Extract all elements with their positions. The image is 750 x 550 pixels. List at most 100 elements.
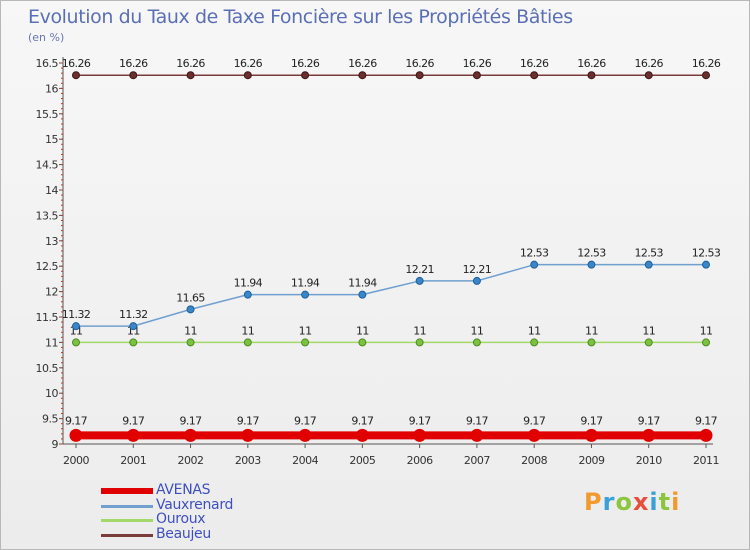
data-point-beaujeu [186,71,195,80]
data-label-avenas: 9.17 [351,414,374,427]
logo-letter: i [649,488,659,516]
data-point-beaujeu [358,71,367,80]
y-tick-label: 15.5 [36,108,59,121]
data-label-beaujeu: 16.26 [348,57,377,70]
data-label-vauxrenard: 12.53 [577,247,606,260]
data-label-ouroux: 11 [528,324,541,337]
proxiti-logo: Proxiti [584,488,680,516]
data-point-vauxrenard [587,260,596,269]
data-point-ouroux [129,338,138,347]
logo-letter: x [632,488,650,516]
data-point-beaujeu [72,71,80,80]
legend: AVENAS Vauxrenard Ouroux Beaujeu [101,482,321,544]
data-label-ouroux: 11 [471,324,484,337]
y-tick-label: 11.5 [36,311,59,324]
legend-item-beaujeu: Beaujeu [101,525,321,544]
data-point-ouroux [472,338,481,347]
legend-swatch-ouroux [101,519,153,522]
data-label-avenas: 9.17 [409,414,432,427]
data-label-avenas: 9.17 [65,414,88,427]
y-tick-label: 16.5 [36,57,59,70]
x-tick-label: 2009 [578,454,604,467]
data-point-vauxrenard [186,305,195,314]
data-label-vauxrenard: 11.94 [291,277,320,290]
data-point-vauxrenard [530,260,539,269]
x-tick-label: 2010 [636,454,662,467]
data-point-ouroux [587,338,596,347]
data-label-vauxrenard: 11.94 [234,277,263,290]
data-point-vauxrenard [129,322,138,331]
x-tick-label: 2003 [235,454,261,467]
x-tick-label: 2011 [693,454,719,467]
data-point-vauxrenard [72,322,80,331]
legend-label-avenas: AVENAS [156,482,211,498]
series-line-vauxrenard [76,263,706,327]
data-label-ouroux: 11 [356,324,369,337]
data-point-ouroux [186,338,195,347]
data-point-vauxrenard [358,290,367,299]
x-tick-label: 2005 [349,454,375,467]
data-point-ouroux [358,338,367,347]
legend-label-beaujeu: Beaujeu [156,525,211,542]
y-tick-label: 13.5 [36,209,59,222]
y-tick-label: 12 [45,286,58,299]
data-point-avenas [642,428,656,442]
data-label-avenas: 9.17 [294,414,317,427]
data-point-vauxrenard [243,290,252,299]
data-label-avenas: 9.17 [638,414,661,427]
data-point-avenas [126,428,140,442]
x-tick-label: 2000 [63,454,89,467]
logo-letter: i [671,488,681,516]
logo-letter: P [584,488,603,516]
legend-item-ouroux: Ouroux [101,511,321,529]
data-label-beaujeu: 16.26 [405,57,434,70]
y-tick-label: 10 [45,387,58,400]
data-point-ouroux [702,338,710,347]
data-label-vauxrenard: 11.32 [62,308,91,321]
x-tick-label: 2008 [521,454,547,467]
y-tick-label: 15 [45,133,58,146]
data-point-avenas [184,428,198,442]
data-point-avenas [413,428,427,442]
legend-label-ouroux: Ouroux [156,511,206,527]
legend-swatch-vauxrenard [101,504,153,508]
data-label-avenas: 9.17 [580,414,603,427]
y-tick-label: 13 [45,235,58,248]
data-label-avenas: 9.17 [237,414,260,427]
data-label-vauxrenard: 12.53 [634,247,663,260]
data-point-avenas [298,428,312,442]
legend-swatch-beaujeu [101,533,153,537]
logo-letter: r [602,488,616,516]
data-label-ouroux: 11 [241,324,254,337]
data-point-avenas [355,428,369,442]
data-label-vauxrenard: 11.65 [176,291,205,304]
data-point-beaujeu [530,71,539,80]
x-tick-label: 2002 [178,454,204,467]
y-tick-label: 12.5 [36,260,59,273]
data-point-ouroux [243,338,252,347]
data-label-beaujeu: 16.26 [463,57,492,70]
data-point-beaujeu [587,71,596,80]
data-label-avenas: 9.17 [122,414,145,427]
y-tick-label: 9 [52,438,59,451]
data-label-beaujeu: 16.26 [577,57,606,70]
data-point-vauxrenard [301,290,310,299]
data-point-avenas [584,428,598,442]
data-point-avenas [527,428,541,442]
data-label-beaujeu: 16.26 [291,57,320,70]
data-label-vauxrenard: 11.94 [348,277,377,290]
x-tick-label: 2006 [407,454,433,467]
legend-label-vauxrenard: Vauxrenard [156,496,234,513]
data-point-ouroux [415,338,424,347]
y-tick-label: 11 [45,336,58,349]
x-tick-label: 2007 [464,454,490,467]
data-point-beaujeu [129,71,138,80]
data-label-ouroux: 11 [700,324,713,337]
legend-item-avenas: AVENAS [101,482,321,500]
data-label-beaujeu: 16.26 [176,57,205,70]
data-label-vauxrenard: 12.53 [692,247,721,260]
data-point-beaujeu [415,71,424,80]
data-point-vauxrenard [415,276,424,285]
data-point-beaujeu [301,71,310,80]
